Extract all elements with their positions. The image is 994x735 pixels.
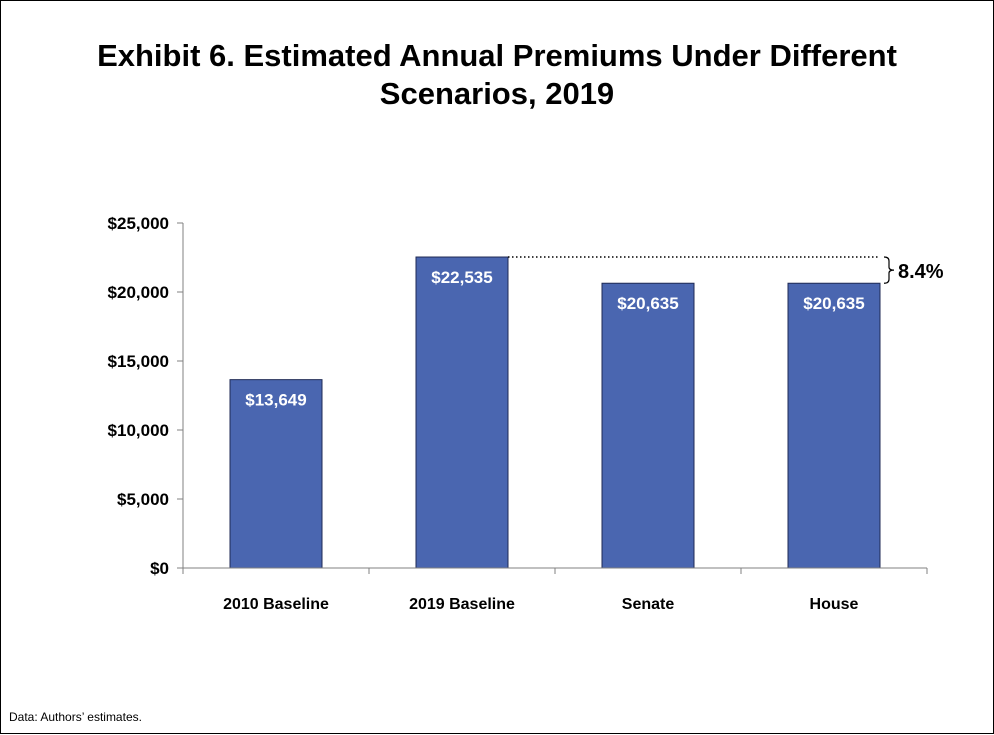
bar-value-label: $22,535 xyxy=(431,268,492,287)
y-tick-label: $20,000 xyxy=(108,283,169,302)
annotation-label: 8.4% xyxy=(898,261,944,283)
x-tick-label: 2019 Baseline xyxy=(409,596,515,613)
annotation-bracket xyxy=(883,256,895,284)
x-tick-label: House xyxy=(810,596,859,613)
y-tick-label: $15,000 xyxy=(108,352,169,371)
bar-value-label: $20,635 xyxy=(803,294,864,313)
x-tick-label: Senate xyxy=(622,596,675,613)
bar-value-label: $13,649 xyxy=(245,391,306,410)
y-tick-label: $5,000 xyxy=(117,490,169,509)
source-note: Data: Authors’ estimates. xyxy=(9,710,142,724)
chart-title: Exhibit 6. Estimated Annual Premiums Und… xyxy=(97,38,897,111)
bar xyxy=(415,256,509,569)
y-tick-label: $10,000 xyxy=(108,421,169,440)
bar xyxy=(787,282,881,569)
y-tick-label: $0 xyxy=(150,559,169,578)
bar-value-label: $20,635 xyxy=(617,294,678,313)
bar xyxy=(601,282,695,569)
y-tick-label: $25,000 xyxy=(108,214,169,233)
x-tick-label: 2010 Baseline xyxy=(223,596,329,613)
